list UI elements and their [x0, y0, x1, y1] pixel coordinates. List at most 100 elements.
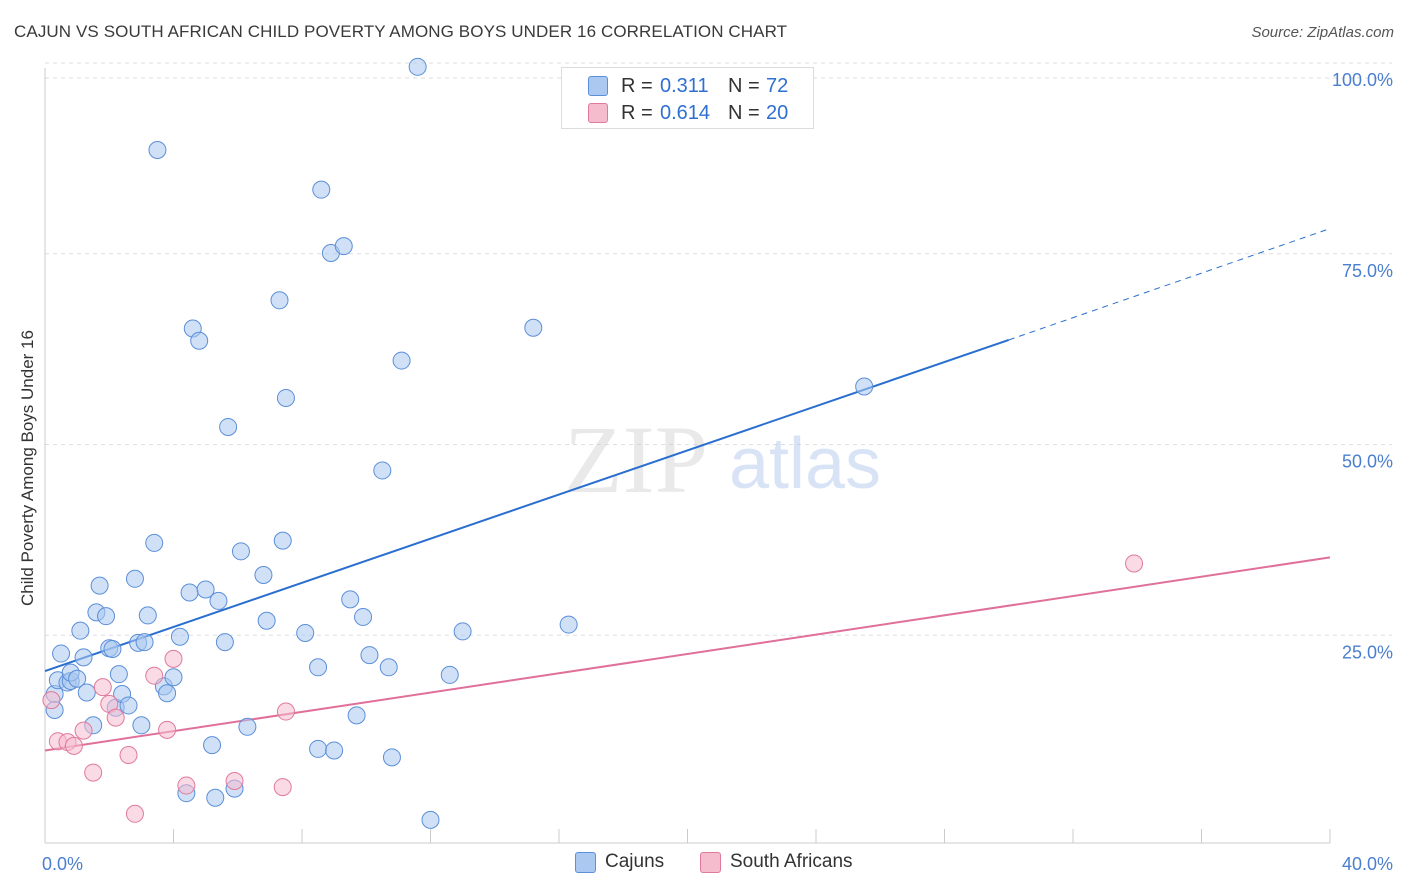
cajun-point [382, 748, 401, 767]
south-african-trend-line [44, 556, 1331, 752]
south-african-point [276, 702, 295, 721]
cajun-point [219, 417, 238, 436]
cajun-trend-extension [1008, 228, 1331, 341]
watermark: ZIP atlas [564, 406, 881, 513]
legend-n-label: N = [728, 102, 760, 124]
cajun-point [231, 542, 250, 561]
cajun-point [373, 461, 392, 480]
cajun-point [119, 696, 138, 715]
cajun-point [254, 565, 273, 584]
cajun-point [90, 576, 109, 595]
cajun-point [312, 180, 331, 199]
cajun-point [524, 318, 543, 337]
south-african-point [119, 746, 138, 765]
y-axis-label: Child Poverty Among Boys Under 16 [18, 330, 37, 606]
south-african-legend-label: South Africans [730, 851, 853, 872]
trend-lines [44, 228, 1331, 752]
source-label: Source: ZipAtlas.com [1251, 24, 1394, 41]
tick-labels: 25.0% 50.0% 75.0% 100.0% 0.0% 40.0% [42, 70, 1393, 874]
x-tick-label: 0.0% [42, 854, 83, 874]
south-african-point [273, 778, 292, 797]
cajun-point [360, 646, 379, 665]
cajun-point [215, 633, 234, 652]
legend-r-label: R = [621, 75, 653, 97]
cajun-point [180, 583, 199, 602]
cajun-point [257, 611, 276, 630]
cajun-point [206, 788, 225, 807]
chart-title: CAJUN VS SOUTH AFRICAN CHILD POVERTY AMO… [14, 22, 788, 41]
south-african-point [1125, 554, 1144, 573]
cajun-point [273, 531, 292, 550]
data-points [42, 57, 1144, 829]
cajun-point [74, 648, 93, 667]
south-african-point [125, 804, 144, 823]
legend-r-value: 0.311 [660, 75, 709, 97]
cajun-swatch [588, 76, 608, 96]
cajun-point [421, 810, 440, 829]
cajun-point [209, 591, 228, 610]
cajun-legend-label: Cajuns [605, 851, 665, 872]
watermark-atlas: atlas [729, 424, 881, 504]
legend-n-label: N = [728, 75, 760, 97]
south-african-point [106, 708, 125, 727]
cajun-legend-swatch [575, 852, 596, 873]
south-african-point [74, 721, 93, 740]
south-african-point [84, 763, 103, 782]
cajun-point [71, 621, 90, 640]
south-african-point [42, 691, 61, 710]
cajun-point [559, 615, 578, 634]
south-african-point [225, 771, 244, 790]
y-tick-label: 50.0% [1342, 452, 1393, 472]
cajun-point [453, 622, 472, 641]
y-tick-label: 25.0% [1342, 642, 1393, 662]
cajun-point [164, 668, 183, 687]
south-african-point [177, 776, 196, 795]
cajun-point [148, 140, 167, 159]
cajun-point [132, 716, 151, 735]
legend-n-value: 20 [766, 102, 789, 124]
cajun-point [276, 388, 295, 407]
cajun-point [309, 739, 328, 758]
cajun-point [354, 607, 373, 626]
x-tick-label: 40.0% [1342, 854, 1393, 874]
y-tick-label: 100.0% [1332, 70, 1393, 90]
cajun-point [138, 606, 157, 625]
cajun-point [103, 639, 122, 658]
y-tick-label: 75.0% [1342, 261, 1393, 281]
cajun-point [203, 736, 222, 755]
south-african-point [64, 736, 83, 755]
cajun-point [170, 627, 189, 646]
cajun-point [109, 665, 128, 684]
cajun-point [440, 665, 459, 684]
cajun-point [408, 57, 427, 76]
cajun-point [325, 741, 344, 760]
correlation-legend: R = 0.311 N = 72 R = 0.614 N = 20 [561, 67, 814, 129]
cajun-point [334, 237, 353, 256]
south-african-point [145, 666, 164, 685]
cajun-point [97, 607, 116, 626]
cajun-point [52, 644, 71, 663]
cajun-point [135, 633, 154, 652]
south-african-legend-swatch [700, 852, 721, 873]
south-african-swatch [588, 103, 608, 123]
cajun-point [77, 683, 96, 702]
legend-r-label: R = [621, 102, 653, 124]
cajun-point [855, 377, 874, 396]
legend-n-value: 72 [766, 75, 789, 97]
cajun-point [309, 658, 328, 677]
cajun-point [270, 291, 289, 310]
cajun-point [379, 658, 398, 677]
cajun-point [125, 569, 144, 588]
south-african-point [93, 678, 112, 697]
cajun-trend-line [44, 339, 1010, 673]
cajun-point [190, 331, 209, 350]
cajun-point [196, 580, 215, 599]
cajun-point [158, 684, 177, 703]
cajun-point [392, 351, 411, 370]
axes [44, 68, 1331, 844]
cajun-point [238, 717, 257, 736]
watermark-zip: ZIP [564, 406, 708, 513]
cajun-point [145, 533, 164, 552]
south-african-point [158, 720, 177, 739]
